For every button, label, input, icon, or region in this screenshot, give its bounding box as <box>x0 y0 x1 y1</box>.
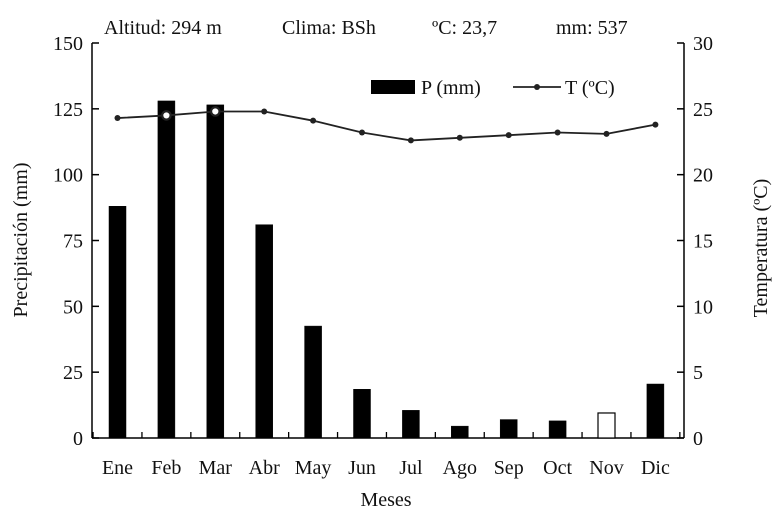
x-tick-label: May <box>295 457 332 479</box>
temp-point <box>210 106 221 117</box>
precip-bar <box>548 420 567 439</box>
y-left-axis-title: Precipitación (mm) <box>10 163 32 318</box>
precip-bar <box>353 389 371 439</box>
y-left-tick-label: 25 <box>63 362 83 384</box>
temp-point <box>554 129 561 136</box>
y-right-axis-title: Temperatura (ºC) <box>750 179 772 318</box>
y-right-tick-label: 10 <box>693 296 713 318</box>
legend-bar-swatch <box>371 80 415 94</box>
header-annual-precip: mm: 537 <box>556 17 628 39</box>
temp-point <box>603 130 610 137</box>
x-tick-label: Nov <box>589 457 623 479</box>
precip-bar <box>255 224 273 439</box>
axis-labels: Meses Precipitación (mm) Temperatura (ºC) <box>10 163 772 511</box>
legend: P (mm) T (ºC) <box>371 77 615 99</box>
x-tick-label: Mar <box>199 457 233 479</box>
x-tick-label: Feb <box>151 457 181 479</box>
y-right-tick-label: 30 <box>693 33 713 55</box>
temp-point <box>161 110 172 121</box>
header-climate: Clima: BSh <box>282 17 376 39</box>
legend-bar-label: P (mm) <box>421 77 481 99</box>
x-tick-label: Ago <box>443 457 477 479</box>
y-left-tick-label: 125 <box>53 99 83 121</box>
precip-bar <box>402 410 420 439</box>
x-tick-label: Sep <box>494 457 524 479</box>
precip-bar <box>108 206 127 439</box>
precip-bar <box>304 325 322 439</box>
y-left-tick-label: 100 <box>53 165 83 187</box>
temp-point <box>456 134 463 141</box>
precipitation-bars <box>108 100 665 439</box>
x-tick-label: Abr <box>249 457 280 479</box>
temp-point <box>359 129 365 136</box>
axes: 0 25 50 75 100 125 150 0 5 10 15 20 25 30 Ene Feb Mar Abr… <box>53 33 713 479</box>
legend-line-marker <box>534 84 540 90</box>
y-left-tick-label: 150 <box>53 33 83 55</box>
y-right-tick-label: 15 <box>693 231 713 253</box>
chart-header: Altitud: 294 m Clima: BSh ºC: 23,7 mm: 5… <box>104 17 628 39</box>
temp-point <box>407 137 414 144</box>
precip-bar <box>451 425 469 439</box>
precip-bar <box>646 383 665 439</box>
x-tick-label: Ene <box>102 457 133 479</box>
legend-line-label: T (ºC) <box>565 77 615 99</box>
precip-bar <box>499 419 518 439</box>
y-right-tick-label: 5 <box>693 362 703 384</box>
precip-bar <box>157 100 176 439</box>
x-tick-label: Oct <box>543 457 572 479</box>
y-left-tick-label: 75 <box>63 231 83 253</box>
temp-point <box>114 115 121 122</box>
temperature-line <box>114 106 659 144</box>
precip-bar <box>597 412 616 439</box>
x-tick-label: Jun <box>348 457 376 479</box>
y-right-tick-label: 25 <box>693 99 713 121</box>
header-altitude: Altitud: 294 m <box>104 17 222 39</box>
temp-point <box>310 117 317 124</box>
x-tick-label: Jul <box>399 457 423 479</box>
header-mean-temp: ºC: 23,7 <box>432 17 497 39</box>
precip-bar <box>206 104 225 439</box>
y-left-tick-label: 0 <box>73 428 83 450</box>
temp-point <box>505 132 512 139</box>
x-axis-title: Meses <box>360 489 411 510</box>
y-left-tick-label: 50 <box>63 296 83 318</box>
y-right-tick-label: 20 <box>693 165 713 187</box>
x-tick-label: Dic <box>641 457 670 479</box>
temp-point <box>261 108 268 115</box>
temp-point <box>652 121 659 128</box>
y-right-tick-label: 0 <box>693 428 703 450</box>
temp-line-path <box>117 110 656 142</box>
